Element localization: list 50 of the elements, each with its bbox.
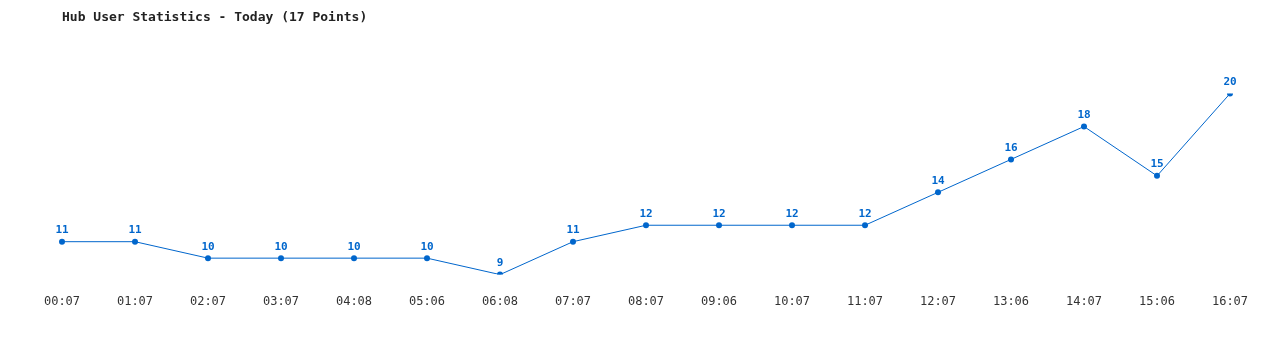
data-label: 12 [785,206,799,220]
x-tick-label: 10:07 [773,293,811,308]
point [935,189,941,196]
x-tick-label: 09:06 [700,293,738,308]
point [424,255,430,262]
x-tick-label: 07:07 [554,293,592,308]
point [862,222,868,229]
data-label: 10 [420,239,434,253]
data-label: 10 [347,239,361,253]
x-tick-label: 12:07 [919,293,957,308]
x-tick-label: 00:07 [43,293,81,308]
point [278,255,284,262]
data-label: 10 [274,239,288,253]
point [1081,123,1087,130]
data-label: 20 [1223,74,1237,88]
x-tick-label: 03:07 [262,293,300,308]
point [716,222,722,229]
data-label: 11 [566,223,580,237]
point [132,238,138,245]
data-label: 12 [712,206,726,220]
x-tick-label: 11:07 [846,293,884,308]
x-tick-label: 15:06 [1138,293,1176,308]
data-label: 11 [55,223,69,237]
x-tick-label: 04:08 [335,293,373,308]
point [1154,172,1160,179]
x-tick-label: 06:08 [481,293,519,308]
data-label: 18 [1077,107,1091,121]
data-label: 12 [858,206,872,220]
x-tick-label: 02:07 [189,293,227,308]
data-label: 16 [1004,140,1018,154]
data-label: 10 [201,239,215,253]
data-label: 11 [128,223,142,237]
x-tick-label: 05:06 [408,293,446,308]
point [59,238,65,245]
point [643,222,649,229]
data-label: 12 [639,206,653,220]
x-tick-label: 16:07 [1211,293,1249,308]
x-tick-label: 13:06 [992,293,1030,308]
point [1008,156,1014,163]
x-tick-label: 08:07 [627,293,665,308]
chart-title: Hub User Statistics - Today (17 Points) [62,9,368,25]
point [205,255,211,262]
x-tick-label: 14:07 [1065,293,1103,308]
data-label: 14 [931,173,945,187]
point [351,255,357,262]
point [570,238,576,245]
data-label: 9 [496,255,504,269]
point [789,222,795,229]
data-label: 15 [1150,157,1164,171]
x-tick-label: 01:07 [116,293,154,308]
